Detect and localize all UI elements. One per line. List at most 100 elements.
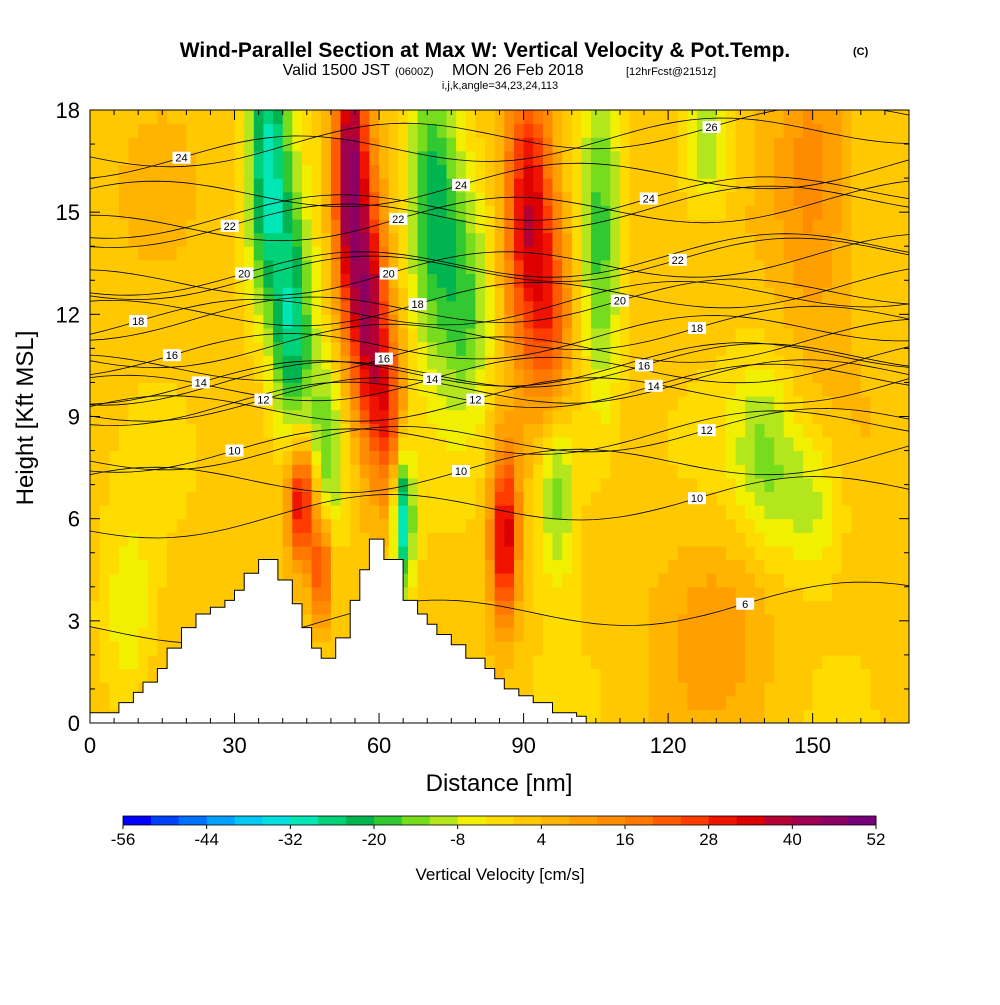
velocity-cell [783, 246, 794, 261]
velocity-cell [147, 355, 158, 370]
velocity-cell [591, 164, 602, 179]
velocity-cell [292, 232, 303, 247]
contour-label-text: 24 [643, 194, 655, 206]
velocity-cell [514, 382, 525, 397]
theta-contour-line [90, 315, 909, 375]
velocity-cell [311, 123, 322, 138]
velocity-cell [600, 436, 611, 452]
velocity-cell [754, 505, 765, 520]
colorbar-tick-label: 40 [783, 830, 802, 849]
y-tick-label: 0 [68, 711, 80, 736]
velocity-cell [552, 695, 563, 710]
velocity-cell [552, 382, 563, 397]
velocity-cell [860, 709, 871, 723]
velocity-cell [677, 573, 688, 588]
velocity-cell [494, 314, 505, 329]
velocity-cell [610, 450, 621, 465]
velocity-cell [600, 614, 611, 629]
velocity-cell [697, 164, 708, 179]
velocity-cell [668, 654, 679, 670]
velocity-cell [408, 396, 419, 411]
velocity-cell [552, 368, 563, 383]
velocity-cell [504, 273, 515, 288]
velocity-cell [263, 423, 274, 438]
velocity-cell [118, 191, 130, 206]
velocity-cell [523, 436, 534, 452]
velocity-cell [552, 505, 563, 520]
velocity-cell [398, 328, 409, 343]
velocity-cell [311, 627, 322, 642]
velocity-cell [311, 232, 322, 247]
velocity-cell [340, 300, 351, 315]
velocity-cell [196, 545, 207, 561]
velocity-cell [186, 341, 197, 356]
velocity-cell [350, 232, 361, 247]
velocity-cell [629, 287, 640, 302]
velocity-cell [417, 246, 428, 261]
velocity-cell [514, 273, 525, 288]
velocity-cell [610, 709, 621, 723]
velocity-cell [735, 259, 746, 274]
velocity-cell [408, 150, 419, 166]
velocity-cell [687, 137, 698, 152]
velocity-cell [725, 518, 737, 533]
velocity-cell [196, 341, 207, 356]
velocity-cell [321, 300, 332, 315]
contour-label-text: 12 [257, 395, 269, 407]
velocity-cell [138, 205, 149, 220]
velocity-cell [668, 491, 679, 506]
velocity-cell [244, 178, 255, 193]
velocity-cell [485, 518, 496, 533]
velocity-cell [436, 586, 448, 601]
velocity-cell [369, 205, 380, 220]
velocity-cell [870, 287, 881, 302]
velocity-cell [408, 505, 419, 520]
velocity-cell [822, 573, 833, 588]
velocity-cell [523, 491, 534, 506]
velocity-cell [725, 110, 737, 125]
velocity-cell [157, 614, 168, 629]
velocity-cell [465, 614, 476, 629]
velocity-cell [552, 137, 563, 152]
velocity-cell [350, 436, 361, 452]
velocity-cell [783, 436, 794, 452]
velocity-cell [205, 178, 216, 193]
velocity-cell [398, 382, 409, 397]
velocity-cell [176, 259, 187, 274]
velocity-cell [831, 328, 843, 343]
velocity-cell [764, 314, 775, 329]
velocity-cell [639, 654, 650, 670]
velocity-cell [118, 682, 130, 697]
velocity-cell [870, 259, 881, 274]
velocity-cell [176, 137, 187, 152]
velocity-cell [870, 532, 881, 547]
velocity-cell [735, 518, 746, 533]
velocity-cell [639, 246, 650, 261]
velocity-cell [109, 341, 120, 356]
velocity-cell [591, 436, 602, 452]
velocity-cell [302, 110, 313, 125]
velocity-cell [677, 654, 688, 670]
velocity-cell [629, 559, 640, 574]
velocity-cell [754, 695, 765, 710]
velocity-cell [610, 518, 621, 533]
velocity-cell [359, 341, 370, 356]
velocity-cell [552, 518, 563, 533]
velocity-cell [244, 328, 255, 343]
velocity-cell [523, 668, 534, 683]
velocity-cell [379, 464, 390, 479]
velocity-cell [658, 423, 669, 438]
velocity-cell [176, 273, 187, 288]
velocity-cell [196, 409, 207, 424]
velocity-cell [340, 123, 351, 138]
velocity-cell [725, 396, 737, 411]
velocity-cell [629, 450, 640, 465]
velocity-cell [841, 164, 852, 179]
velocity-cell [427, 123, 438, 138]
velocity-cell [282, 314, 293, 329]
velocity-cell [118, 328, 130, 343]
velocity-cell [176, 287, 187, 302]
velocity-cell [610, 137, 621, 152]
velocity-cell [292, 464, 303, 479]
velocity-cell [321, 232, 332, 247]
